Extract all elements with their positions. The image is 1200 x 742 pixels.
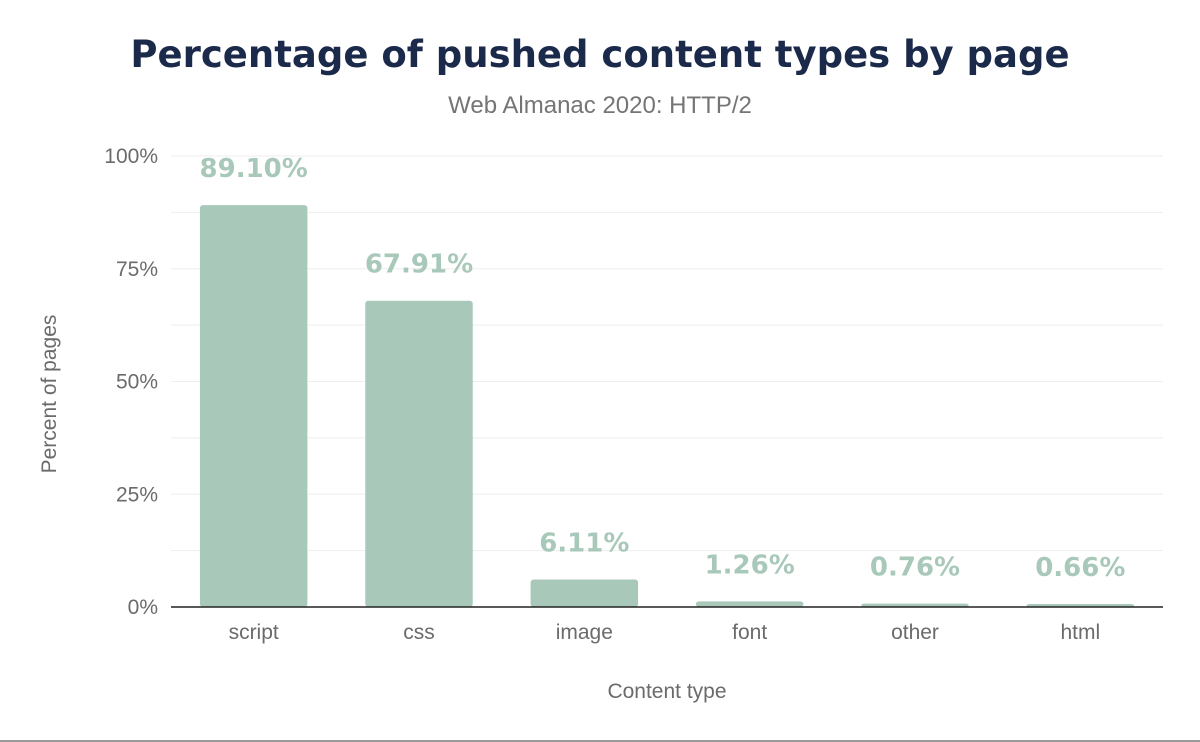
- x-tick-label: script: [229, 621, 279, 644]
- data-label-font: 1.26%: [705, 550, 795, 580]
- data-label-other: 0.76%: [870, 553, 960, 583]
- y-axis-title: Percent of pages: [38, 315, 61, 474]
- x-tick-label: image: [556, 621, 613, 644]
- x-axis-title: Content type: [607, 680, 726, 703]
- y-tick-label: 50%: [116, 371, 158, 394]
- bar-script: [199, 205, 308, 607]
- bar-image: [530, 579, 639, 607]
- chart-title: Percentage of pushed content types by pa…: [130, 33, 1069, 76]
- y-tick-label: 75%: [116, 258, 158, 281]
- bottom-rule: [0, 740, 1200, 742]
- y-tick-label: 0%: [128, 596, 158, 619]
- bar-css: [365, 300, 473, 607]
- x-tick-label: html: [1060, 621, 1100, 644]
- bar-font: [695, 601, 804, 607]
- chart-subtitle: Web Almanac 2020: HTTP/2: [448, 92, 752, 119]
- data-label-script: 89.10%: [200, 154, 308, 184]
- y-tick-label: 25%: [116, 483, 158, 506]
- data-label-css: 67.91%: [365, 250, 473, 280]
- bars: [199, 205, 1135, 607]
- x-axis-ticks: script css image font other html: [229, 621, 1101, 644]
- x-tick-label: css: [403, 621, 435, 644]
- data-labels: 89.10% 67.91% 6.11% 1.26% 0.76% 0.66%: [200, 154, 1126, 583]
- data-label-image: 6.11%: [539, 528, 629, 558]
- y-tick-label: 100%: [104, 145, 158, 168]
- y-axis-ticks: 0% 25% 50% 75% 100%: [104, 145, 158, 619]
- bar-other: [861, 603, 969, 607]
- x-tick-label: font: [732, 621, 767, 644]
- gridlines: [171, 155, 1163, 552]
- x-tick-label: other: [891, 621, 939, 644]
- data-label-html: 0.66%: [1035, 553, 1125, 583]
